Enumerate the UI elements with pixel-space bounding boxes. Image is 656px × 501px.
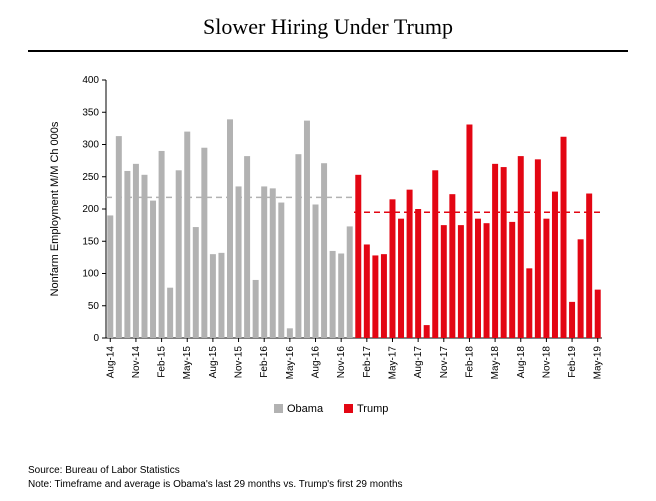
svg-text:Nov-14: Nov-14 [131,346,142,379]
bar [193,227,199,338]
svg-text:Feb-15: Feb-15 [157,346,168,378]
bar [509,222,515,338]
bar [484,223,490,338]
bar [150,201,156,338]
bar [441,225,447,338]
bar [586,194,592,338]
svg-text:50: 50 [88,301,100,312]
svg-text:150: 150 [82,236,99,247]
bar [236,186,242,338]
bar [159,151,165,338]
bar [458,225,464,338]
bar [424,325,430,338]
bar [466,125,472,338]
page: Slower Hiring Under Trump 0 50 100 150 200 25… [0,0,656,501]
bar [543,219,549,338]
bar [432,170,438,338]
bar [330,251,336,338]
svg-text:May-16: May-16 [285,346,296,380]
bar [578,239,584,338]
bar [389,199,395,338]
svg-text:Nonfarm Employment M/M Ch 000s: Nonfarm Employment M/M Ch 000s [49,121,61,296]
svg-text:Aug-18: Aug-18 [516,346,527,379]
bar [270,188,276,338]
svg-text:Feb-16: Feb-16 [259,346,270,378]
svg-text:Feb-19: Feb-19 [567,346,578,378]
page-title: Slower Hiring Under Trump [0,0,656,50]
svg-text:400: 400 [82,75,99,86]
svg-text:Feb-17: Feb-17 [362,346,373,378]
bar [381,254,387,338]
bar [304,121,310,338]
svg-text:Aug-15: Aug-15 [208,346,219,379]
svg-text:Nov-17: Nov-17 [439,346,450,379]
bar [253,280,259,338]
bar [176,170,182,338]
bar [552,192,558,338]
svg-text:Aug-16: Aug-16 [311,346,322,379]
bar [321,163,327,338]
bar [107,215,113,338]
bar [372,255,378,338]
footer-note: Note: Timeframe and average is Obama's l… [28,478,403,492]
bar [561,137,567,338]
bar [364,244,370,338]
bar [124,171,130,338]
svg-text:250: 250 [82,172,99,183]
chart-container: 0 50 100 150 200 250 300 350 400 Nonfarm Employme… [38,70,618,430]
bar [569,302,575,338]
title-rule [28,50,628,52]
svg-text:200: 200 [82,204,99,215]
footer-source: Source: Bureau of Labor Statistics [28,464,403,478]
bar [398,219,404,338]
bar [313,204,319,338]
bar-chart: 0 50 100 150 200 250 300 350 400 Nonfarm Employme… [38,70,618,430]
svg-text:300: 300 [82,140,99,151]
bar [210,254,216,338]
bar [355,175,361,338]
bar [449,194,455,338]
svg-text:350: 350 [82,107,99,118]
bar [218,253,224,338]
svg-text:May-17: May-17 [387,346,398,380]
svg-text:Aug-14: Aug-14 [105,346,116,379]
bar [501,167,507,338]
svg-text:Aug-17: Aug-17 [413,346,424,379]
bar [287,328,293,338]
svg-text:Obama: Obama [287,403,324,415]
bar [278,203,284,338]
bar [415,209,421,338]
bar [475,219,481,338]
bar [141,175,147,338]
svg-text:Trump: Trump [357,403,388,415]
svg-text:Nov-18: Nov-18 [541,346,552,379]
svg-text:May-15: May-15 [182,346,193,380]
bar [167,288,173,338]
bar [347,226,353,338]
bar [184,132,190,338]
svg-text:Feb-18: Feb-18 [464,346,475,378]
footer: Source: Bureau of Labor Statistics Note:… [28,464,403,491]
bar [518,156,524,338]
bar [261,186,267,338]
bar [227,119,233,338]
svg-text:May-18: May-18 [490,346,501,380]
svg-text:May-19: May-19 [593,346,604,380]
svg-text:Nov-16: Nov-16 [336,346,347,379]
bar [526,268,532,338]
svg-text:100: 100 [82,269,99,280]
bar [295,154,301,338]
bar [595,290,601,338]
svg-text:Nov-15: Nov-15 [234,346,245,379]
svg-text:0: 0 [93,333,99,344]
bar [338,254,344,338]
bar [244,156,250,338]
bar [201,148,207,338]
bar [133,164,139,338]
bar [535,159,541,338]
bar [492,164,498,338]
bar [116,136,122,338]
